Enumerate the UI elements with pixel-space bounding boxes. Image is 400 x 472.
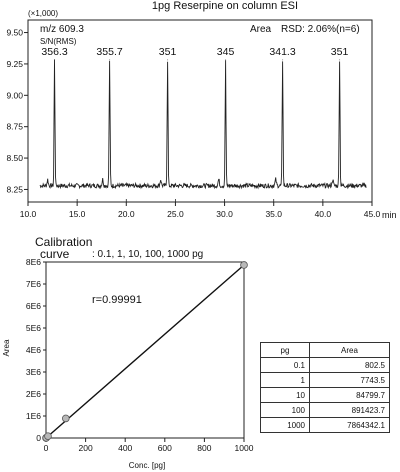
calibration-y-tick-label: 2E6 [26,389,41,399]
chromatogram-peak-label: 355.7 [96,46,122,58]
chromatogram-y-tick-label: 9.25 [6,59,23,69]
calibration-y-tick-label: 5E6 [26,323,41,333]
chromatogram-x-tick-label: 10.0 [20,209,37,219]
calibration-x-tick-label: 600 [158,443,172,453]
calibration-x-axis-label: Conc. [pg] [129,461,165,470]
calibration-fit-line [45,264,245,439]
chromatogram-x-tick-label: 45.0 [364,209,381,219]
chromatogram-y-tick-label: 8.75 [6,122,23,132]
chromatogram-chart: 1pg Reserpine on column ESI (×1,000) min… [6,0,396,220]
table-row: 1 7743.5 [260,372,390,388]
table-cell-pg: 1000 [260,417,310,433]
calibration-y-tick-label: 7E6 [26,279,41,289]
table-row: 0.1 802.5 [260,357,390,373]
rsd-annotation: RSD: 2.06%(n=6) [281,24,360,35]
table-row: 10 84799.7 [260,387,390,403]
calibration-data-point [44,432,52,440]
chromatogram-x-tick-label: 35.0 [265,209,282,219]
calibration-y-tick-label: 0 [36,433,41,443]
chromatogram-x-tick-label: 20.0 [118,209,135,219]
calibration-y-tick-label: 3E6 [26,367,41,377]
chromatogram-x-tick-label: 30.0 [216,209,233,219]
calibration-y-axis-label: Area [2,339,11,356]
table-cell-pg: 0.1 [260,357,310,373]
chromatogram-y-tick-label: 9.00 [6,90,23,100]
chromatogram-y-tick-label: 8.50 [6,153,23,163]
table-cell-area: 84799.7 [309,387,390,403]
chromatogram-peak-label: 345 [217,46,235,58]
mz-annotation: m/z 609.3 [40,24,84,35]
calibration-r-value: r=0.99991 [92,294,142,306]
calibration-data-point [62,414,70,423]
area-table: pg Area 0.1 802.5 1 7743.5 10 84799.7 10… [260,342,390,433]
calibration-y-tick-label: 6E6 [26,301,41,311]
chromatogram-title: 1pg Reserpine on column ESI [152,0,298,12]
table-header-row: pg Area [260,342,390,358]
calibration-data-point [240,261,248,269]
chromatogram-peak-label: 351 [331,46,349,58]
table-cell-area: 7743.5 [309,372,390,388]
chromatogram-peak-label: 351 [159,46,177,58]
chromatogram-y-tick-label: 8.25 [6,184,23,194]
calibration-y-tick-label: 4E6 [26,345,41,355]
calibration-x-tick-label: 0 [44,443,49,453]
chromatogram-x-tick-label: 40.0 [315,209,332,219]
chromatogram-x-axis-label: min [382,210,397,220]
calibration-subtitle: : 0.1, 1, 10, 100, 1000 pg [92,249,203,260]
calibration-x-tick-label: 200 [79,443,93,453]
calibration-y-tick-label: 1E6 [26,411,41,421]
chromatogram-plot-frame [27,19,373,203]
calibration-y-tick-label: 8E6 [26,257,41,267]
area-annotation: Area [250,24,272,35]
chromatogram-peak-label: 341.3 [269,46,295,58]
table-cell-pg: 100 [260,402,310,418]
table-row: 100 891423.7 [260,402,390,418]
chromatogram-scale-note: (×1,000) [28,9,58,18]
table-header-area: Area [309,342,390,358]
chromatogram-y-tick-label: 9.50 [6,28,23,38]
calibration-x-tick-label: 1000 [235,443,254,453]
calibration-title-line1: Calibration [35,235,92,249]
chromatogram-peak-label: 356.3 [41,46,67,58]
calibration-chart: Calibration curve : 0.1, 1, 10, 100, 100… [2,235,254,470]
table-cell-area: 7864342.1 [309,417,390,433]
table-row: 1000 7864342.1 [260,417,390,433]
chromatogram-x-tick-label: 15.0 [69,209,86,219]
chromatogram-x-tick-label: 25.0 [167,209,184,219]
table-cell-area: 891423.7 [309,402,390,418]
table-header-pg: pg [260,342,310,358]
calibration-title-line2: curve [40,247,70,261]
table-cell-pg: 1 [260,372,310,388]
sn-annotation: S/N(RMS) [40,37,77,46]
calibration-x-tick-label: 800 [197,443,211,453]
chromatogram-trace-line [39,59,367,190]
calibration-x-tick-label: 400 [118,443,132,453]
table-cell-pg: 10 [260,387,310,403]
table-cell-area: 802.5 [309,357,390,373]
